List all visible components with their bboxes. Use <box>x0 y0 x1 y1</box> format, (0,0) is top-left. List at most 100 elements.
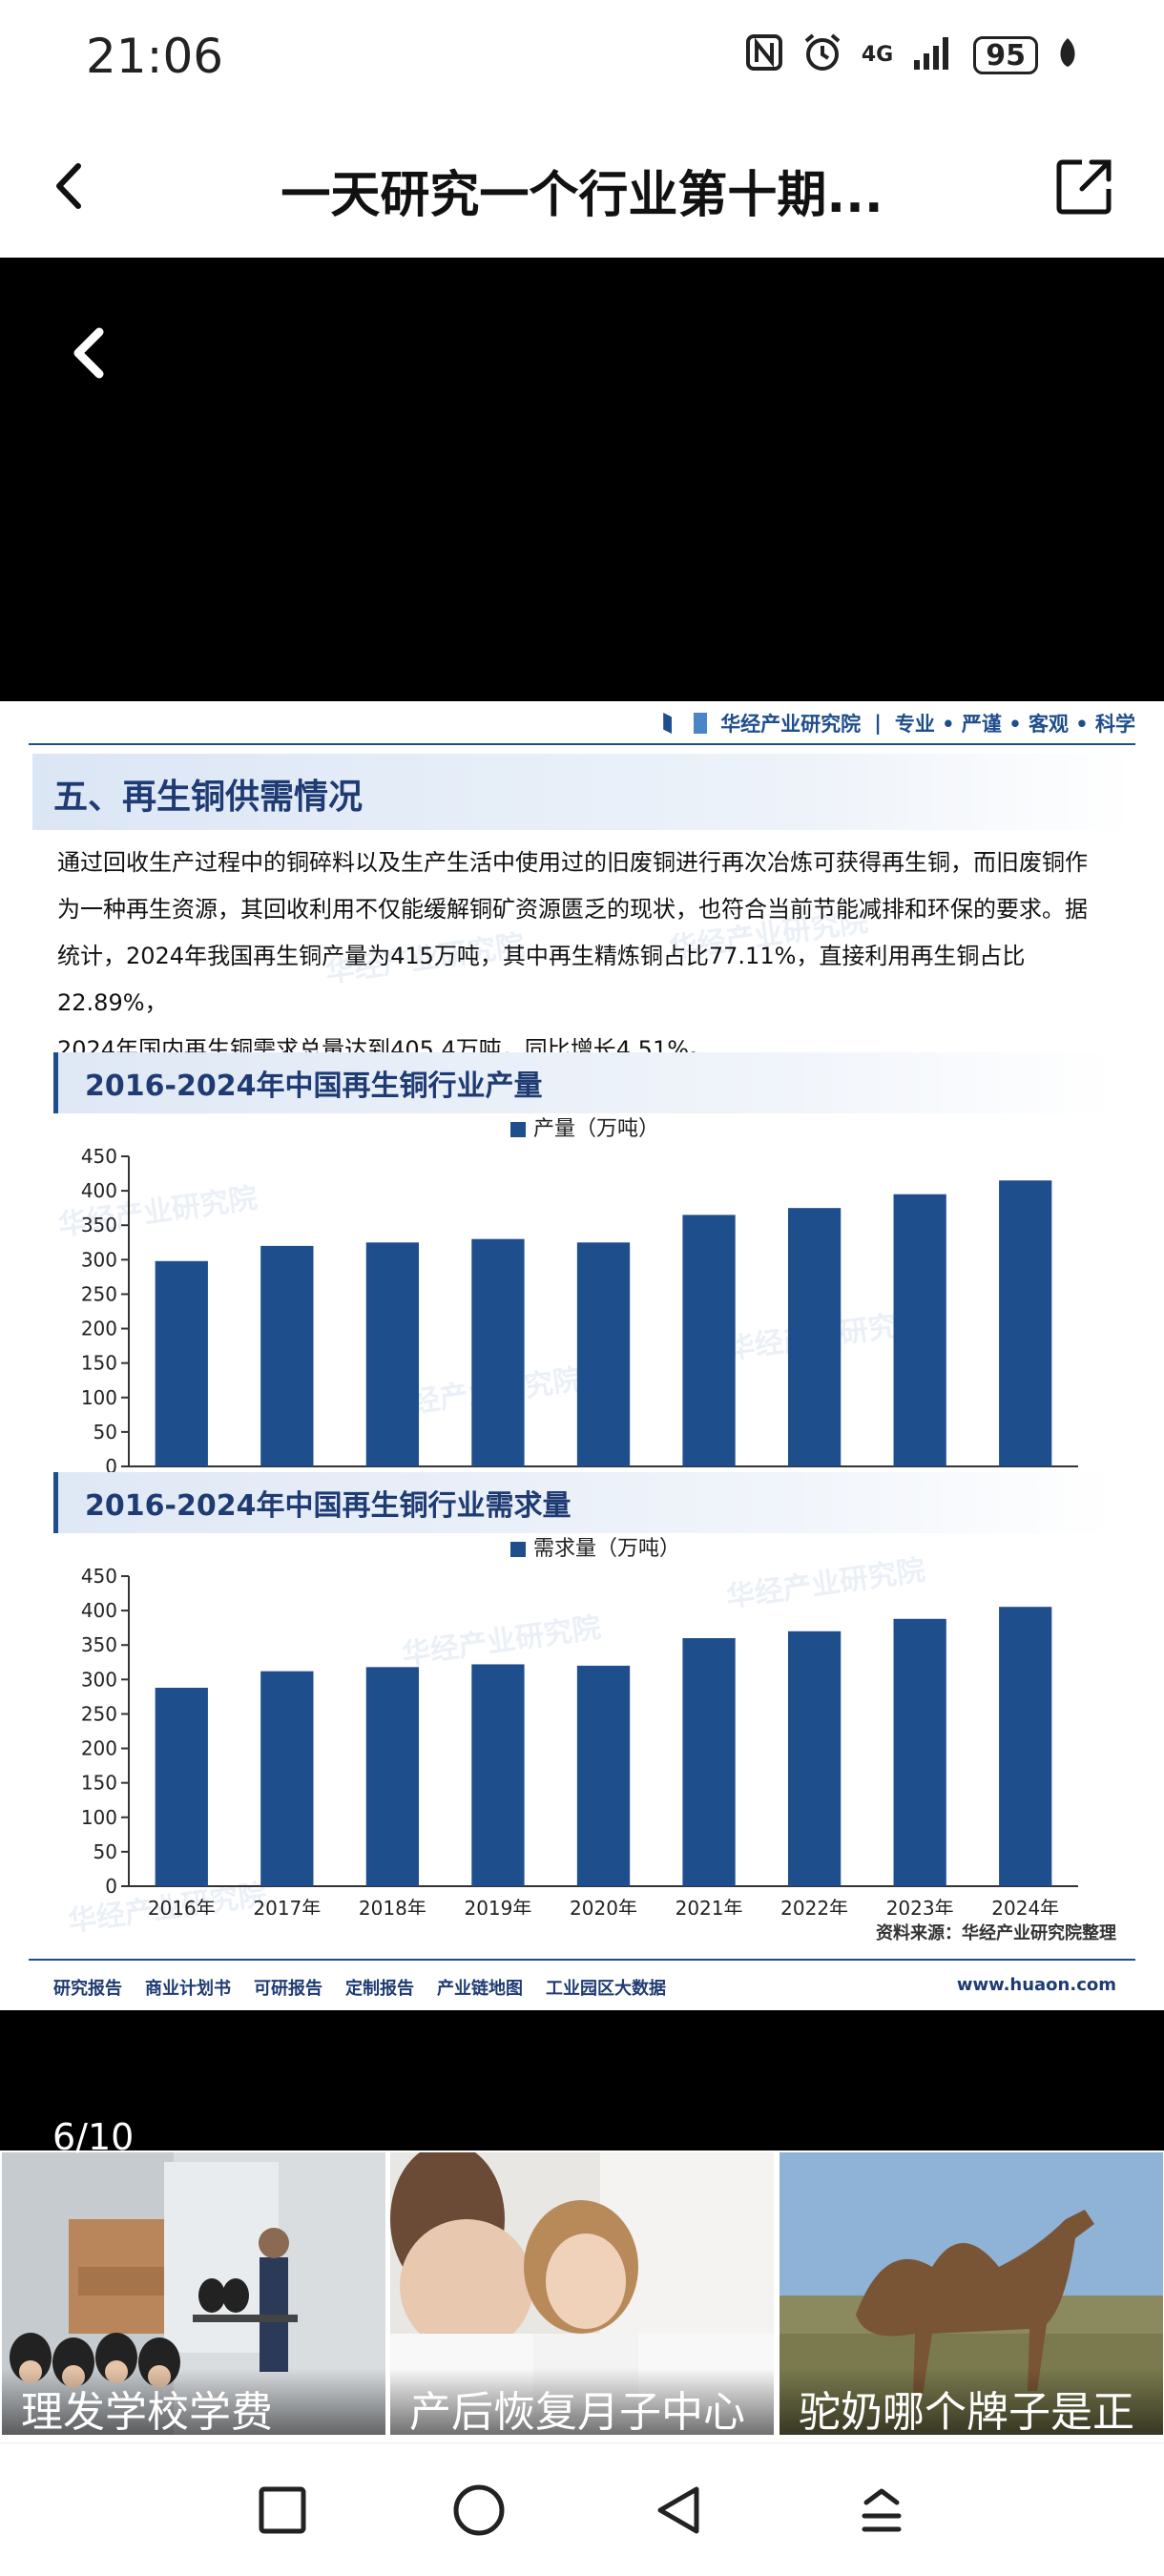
y-tick-label: 400 <box>81 1179 117 1202</box>
chevron-left-icon <box>73 327 104 379</box>
brand-name: 华经产业研究院 <box>720 713 862 736</box>
x-tick-label: 2022年 <box>780 1897 848 1915</box>
share-button[interactable] <box>1053 155 1116 218</box>
paragraph-line: 通过回收生产过程中的铜碎料以及生产生活中使用过的旧废铜进行再次冶炼可获得再生铜，… <box>57 849 1088 876</box>
menu-button[interactable] <box>853 2482 910 2539</box>
footer-url: www.huaon.com <box>956 1975 1116 1995</box>
y-tick-label: 300 <box>81 1668 117 1691</box>
page-title: 一天研究一个行业第十期... <box>281 167 883 224</box>
y-tick-label: 200 <box>81 1737 117 1760</box>
y-tick-label: 100 <box>81 1386 117 1409</box>
recent-apps-button[interactable] <box>254 2482 311 2539</box>
recommendation-label: 驼奶哪个牌子是正 <box>779 2368 1163 2435</box>
bar <box>576 1242 631 1466</box>
system-nav-bar <box>0 2442 1164 2576</box>
y-tick-label: 150 <box>81 1352 117 1375</box>
brand-logo-icon <box>663 713 672 734</box>
viewer-back-button[interactable] <box>59 315 116 391</box>
divider <box>29 1959 1135 1961</box>
y-tick-label: 0 <box>105 1875 117 1898</box>
bar <box>365 1667 420 1886</box>
leaf-icon <box>1057 36 1078 75</box>
page-counter: 6/10 <box>52 2116 135 2158</box>
x-tick-label: 2023年 <box>886 1897 954 1915</box>
status-time: 21:06 <box>86 29 224 84</box>
alarm-icon <box>802 32 842 79</box>
section-title: 五、再生铜供需情况 <box>53 778 364 817</box>
x-tick-label: 2021年 <box>676 1897 743 1915</box>
bar <box>682 1638 736 1886</box>
y-tick-label: 100 <box>81 1806 117 1829</box>
triangle-back-icon <box>657 2486 699 2534</box>
x-tick-label: 2018年 <box>359 1897 426 1915</box>
source-note: 资料来源：华经产业研究院整理 <box>876 1923 1116 1943</box>
demand-bar-chart: 需求量（万吨） 0 50 100 150 200 250 300 350 400 450 2016年 2… <box>81 1537 1078 1915</box>
paragraph-line: 为一种再生资源，其回收利用不仅能缓解铜矿资源匮乏的现状，也符合当前节能减排和环保… <box>57 896 1088 923</box>
x-tick-label: 2020年 <box>570 1897 637 1915</box>
bar <box>471 1238 525 1466</box>
y-tick-label: 300 <box>81 1248 117 1271</box>
footer-link: 研究报告 <box>53 1979 122 1999</box>
bar <box>576 1665 631 1886</box>
chevron-left-icon <box>56 163 81 209</box>
report-slide[interactable]: 华经产业研究院 华经产业研究院 华经产业研究院 华经产业研究院 华经产业研究院 … <box>0 701 1164 2010</box>
status-icons: 4G 95 <box>745 32 1078 78</box>
recommendation-label: 理发学校学费 <box>2 2368 385 2435</box>
chart-header-demand: 2016-2024年中国再生铜行业需求量 <box>53 1472 1112 1533</box>
nfc-icon <box>745 33 783 78</box>
y-tick-label: 50 <box>94 1840 117 1863</box>
bar <box>155 1688 208 1886</box>
bar <box>260 1245 314 1466</box>
nav-back-button[interactable] <box>651 2482 708 2539</box>
x-tick-label: 2016年 <box>148 1897 216 1915</box>
divider <box>29 743 1135 745</box>
legend-label: 产量（万吨） <box>533 1117 659 1141</box>
app-header: 一天研究一个行业第十期... <box>0 114 1164 258</box>
footer-link: 工业园区大数据 <box>546 1979 666 1999</box>
bar <box>787 1631 842 1886</box>
bar <box>999 1180 1052 1466</box>
bar <box>155 1260 208 1466</box>
brand-row: 华经产业研究院 | 专业 • 严谨 • 客观 • 科学 <box>663 709 1135 737</box>
y-tick-label: 450 <box>81 1145 117 1168</box>
y-tick-label: 350 <box>81 1633 117 1656</box>
recommendation-label: 产后恢复月子中心 <box>390 2368 774 2435</box>
y-tick-label: 350 <box>81 1214 117 1236</box>
bar <box>787 1208 842 1466</box>
y-tick-label: 250 <box>81 1282 117 1305</box>
square-icon <box>259 2486 306 2534</box>
x-tick-label: 2017年 <box>253 1897 321 1915</box>
legend-label: 需求量（万吨） <box>533 1537 680 1561</box>
chart-header-production: 2016-2024年中国再生铜行业产量 <box>53 1052 1112 1113</box>
legend-swatch <box>510 1542 526 1557</box>
bar <box>893 1194 946 1466</box>
chart-title: 2016-2024年中国再生铜行业产量 <box>85 1070 543 1103</box>
bar <box>260 1671 314 1886</box>
recommendation-card[interactable]: 产后恢复月子中心 <box>390 2152 774 2435</box>
section-banner: 五、再生铜供需情况 <box>32 754 1134 830</box>
bar <box>893 1618 946 1886</box>
brand-tagline: 专业 • 严谨 • 客观 • 科学 <box>894 713 1135 736</box>
circle-icon <box>453 2484 505 2536</box>
home-button[interactable] <box>450 2482 508 2539</box>
footer-link: 可研报告 <box>254 1979 322 1999</box>
y-tick-label: 150 <box>81 1772 117 1795</box>
x-tick-label: 2024年 <box>991 1897 1059 1915</box>
y-tick-label: 50 <box>94 1421 117 1444</box>
x-tick-label: 2019年 <box>464 1897 531 1915</box>
y-tick-label: 450 <box>81 1565 117 1588</box>
recommendation-card[interactable]: 驼奶哪个牌子是正 <box>779 2152 1163 2435</box>
footer-link: 定制报告 <box>345 1979 414 1999</box>
bar <box>471 1664 525 1886</box>
share-icon <box>1056 159 1112 215</box>
production-bar-chart: 产量（万吨）0501001502002503003504004502016年20… <box>81 1117 1078 1495</box>
recommendation-card[interactable]: 理发学校学费 <box>2 2152 385 2435</box>
y-tick-label: 250 <box>81 1702 117 1725</box>
image-viewer-bottom <box>0 2010 1164 2150</box>
status-bar: 21:06 4G 95 <box>0 0 1164 114</box>
y-tick-label: 200 <box>81 1318 117 1340</box>
legend-swatch <box>510 1122 526 1137</box>
back-button[interactable] <box>38 153 105 219</box>
footer-link: 产业链地图 <box>437 1979 523 1999</box>
brand-logo-icon <box>694 713 708 734</box>
